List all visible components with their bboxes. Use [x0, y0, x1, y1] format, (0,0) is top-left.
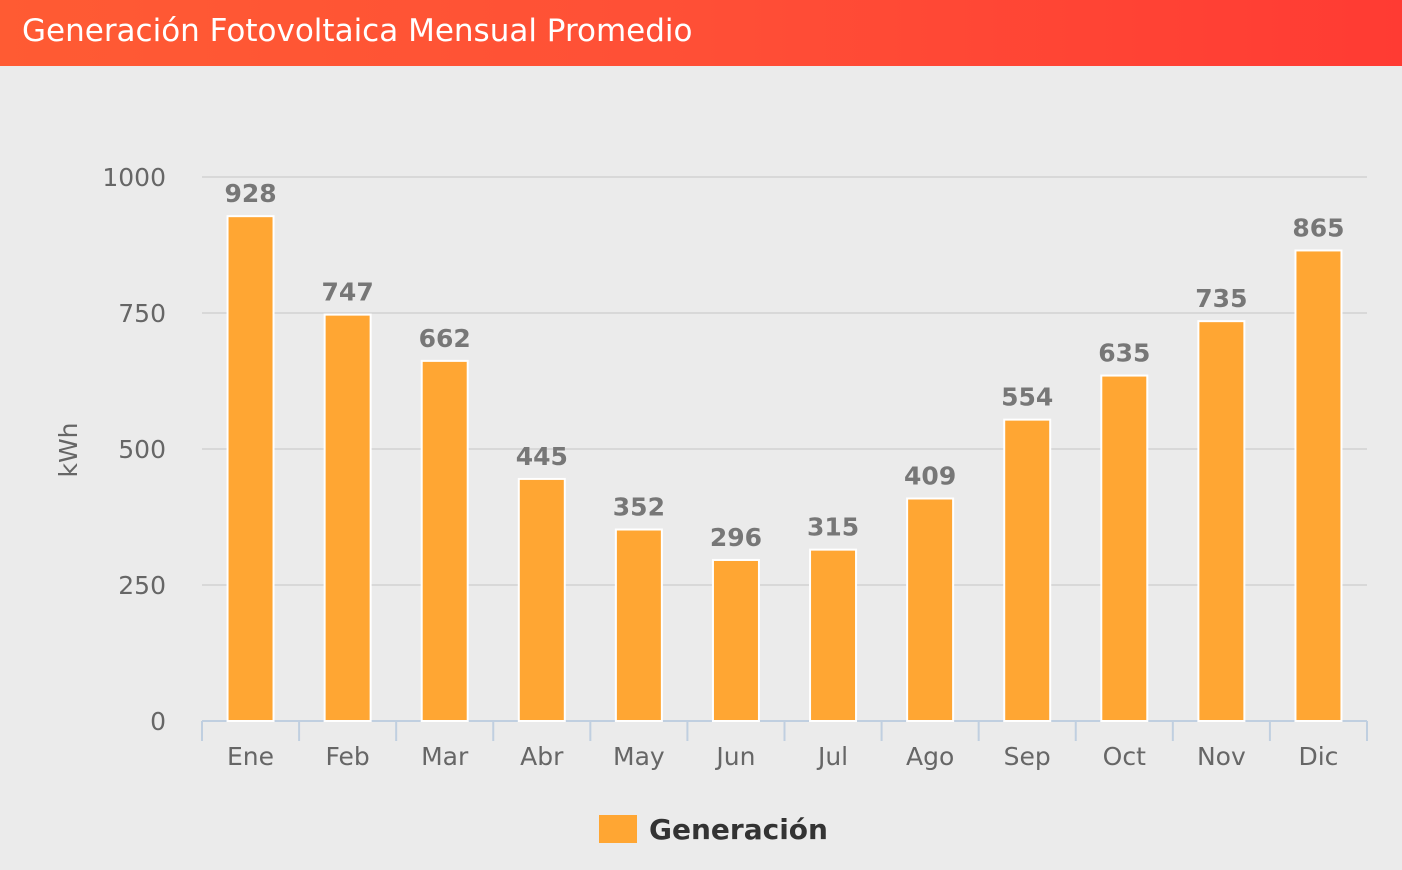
bar	[420, 359, 469, 722]
bar	[1197, 320, 1246, 722]
chart-title: Generación Fotovoltaica Mensual Promedio	[22, 13, 693, 49]
legend-label: Generación	[649, 812, 828, 846]
data-label: 409	[904, 462, 956, 491]
bar	[226, 215, 275, 722]
y-tick-label: 0	[150, 707, 166, 736]
y-tick-label: 1000	[102, 163, 166, 192]
legend[interactable]: Generación	[599, 812, 828, 846]
data-label: 928	[224, 179, 276, 208]
data-label: 554	[1001, 383, 1053, 412]
x-tick-label: Mar	[421, 742, 469, 771]
data-label: 315	[807, 513, 859, 542]
x-tick-label: Ago	[906, 742, 954, 771]
data-label: 296	[710, 523, 762, 552]
bar	[517, 477, 566, 723]
data-label: 747	[322, 278, 374, 307]
x-tick-label: Ene	[227, 742, 274, 771]
chart-header: Generación Fotovoltaica Mensual Promedio	[0, 0, 1402, 66]
bar	[1100, 374, 1149, 722]
x-tick-label: Feb	[325, 742, 369, 771]
data-label: 865	[1292, 213, 1344, 242]
data-label: 635	[1098, 339, 1150, 368]
x-tick-label: Dic	[1298, 742, 1338, 771]
data-label: 445	[516, 442, 568, 471]
bar	[906, 497, 955, 722]
bar	[711, 558, 760, 723]
bar	[1294, 249, 1343, 722]
y-tick-label: 250	[118, 571, 166, 600]
x-tick-label: Abr	[520, 742, 564, 771]
y-tick-label: 500	[118, 435, 166, 464]
y-tick-label: 750	[118, 299, 166, 328]
legend-swatch	[599, 815, 637, 843]
bar	[323, 313, 372, 723]
bar	[614, 528, 663, 722]
bar-chart: 0 250 500 750 1000 kWh 928 Ene 747 Feb 662 Mar 445 Ab…	[54, 163, 1368, 771]
x-tick-label: Nov	[1197, 742, 1246, 771]
x-tick-label: Jun	[714, 742, 755, 771]
x-tick-label: Jul	[816, 742, 848, 771]
x-tick-label: Sep	[1004, 742, 1051, 771]
x-tick-label: Oct	[1103, 742, 1146, 771]
data-label: 662	[419, 324, 471, 353]
data-label: 735	[1195, 284, 1247, 313]
bar	[809, 548, 858, 723]
data-label: 352	[613, 493, 665, 522]
bar	[1003, 418, 1052, 722]
x-tick-label: May	[613, 742, 665, 771]
y-axis-title: kWh	[54, 422, 83, 477]
